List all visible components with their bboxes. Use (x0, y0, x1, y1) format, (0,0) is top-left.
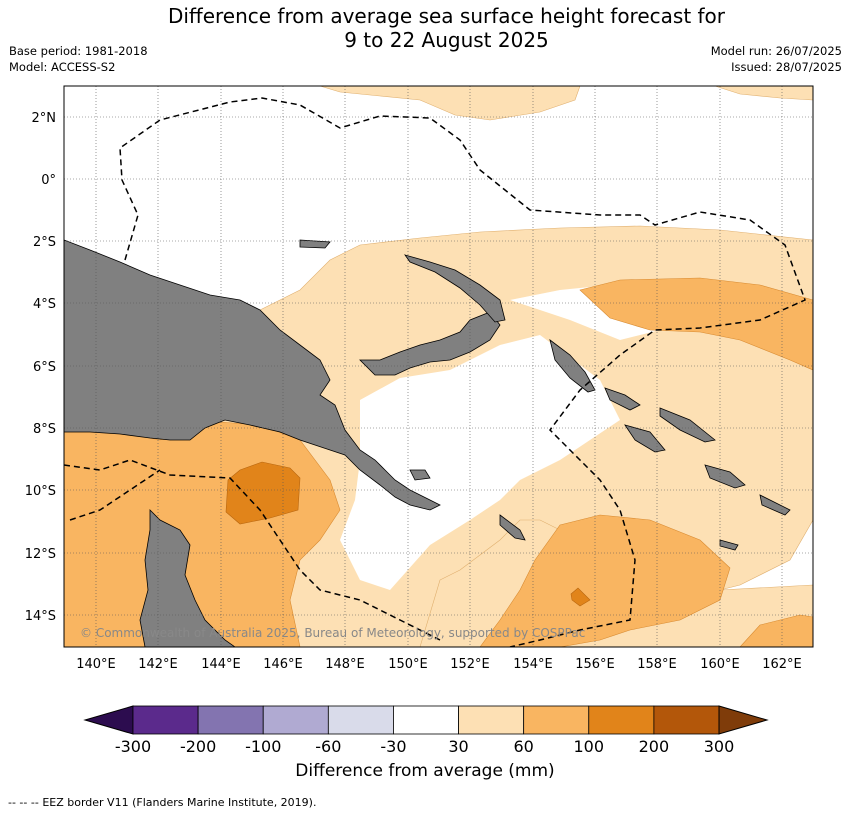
lon-label: 156°E (575, 657, 615, 672)
lat-label: 14°S (25, 609, 56, 624)
solomon-islands-5 (759, 494, 791, 516)
lon-label: 162°E (762, 657, 802, 672)
lon-label: 152°E (450, 657, 490, 672)
title-line-1: Difference from average sea surface heig… (167, 4, 726, 28)
colorbar-tick-label: 100 (574, 737, 605, 756)
colorbar-tick-label: -30 (380, 737, 406, 756)
colorbar-tick-label: 200 (639, 737, 670, 756)
louisiade (499, 514, 526, 541)
colorbar-tick-label: -200 (180, 737, 216, 756)
lon-label: 140°E (76, 657, 116, 672)
colorbar-extend-low (83, 705, 134, 735)
colorbar-tick-label: 60 (513, 737, 533, 756)
model-name: Model: ACCESS-S2 (9, 60, 116, 74)
new-guinea (64, 239, 441, 511)
graticule (64, 86, 813, 647)
title-line-2: 9 to 22 August 2025 (344, 28, 549, 52)
lon-label: 160°E (700, 657, 740, 672)
new-britain (359, 311, 501, 376)
lon-label: 154°E (513, 657, 553, 672)
lat-label: 12°S (25, 547, 56, 562)
d-entrecasteaux (409, 469, 431, 481)
colorbar-tick-label: 30 (448, 737, 468, 756)
lat-label: 2°N (32, 111, 57, 126)
cape-york (139, 509, 236, 647)
lat-labels: 2°N 0° 2°S 4°S 6°S 8°S 10°S 12°S 14°S (25, 111, 56, 624)
colorbar-segment (327, 705, 394, 735)
eez-legend-text: EEZ border V11 (Flanders Marine Institut… (42, 796, 317, 809)
base-period: Base period: 1981-2018 (9, 44, 148, 58)
solomon-islands-4 (704, 464, 746, 489)
lat-label: 4°S (33, 297, 56, 312)
eez-line-symbol: -- -- -- (8, 796, 39, 809)
map-title: Difference from average sea surface heig… (0, 4, 850, 52)
colorbar-segment (132, 705, 199, 735)
bougainville (549, 339, 596, 393)
map-frame (63, 85, 814, 648)
colorbar-tick-label: -100 (245, 737, 281, 756)
solomon-islands-2 (659, 407, 716, 443)
colorbar-tick-label: -60 (315, 737, 341, 756)
anomaly-100-200-areas (225, 461, 591, 607)
colorbar-segment (197, 705, 264, 735)
eez-legend: -- -- -- EEZ border V11 (Flanders Marine… (8, 796, 316, 809)
colorbar-segment (393, 705, 459, 735)
issued-date: Issued: 28/07/2025 (731, 60, 842, 74)
colorbar-segment (588, 705, 655, 735)
manus (299, 239, 331, 249)
colorbar-segment (523, 705, 590, 735)
lat-label: 0° (41, 173, 56, 188)
near-zero-area (340, 335, 620, 590)
lon-label: 144°E (201, 657, 241, 672)
map-plot-area: © Commonwealth of Australia 2025, Bureau… (64, 86, 813, 647)
lon-label: 150°E (388, 657, 428, 672)
colorbar-segment (653, 705, 720, 735)
colorbar-tick-label: 300 (704, 737, 735, 756)
colorbar-tick-label: -300 (115, 737, 151, 756)
solomon-islands-3 (624, 424, 666, 453)
lon-label: 158°E (637, 657, 677, 672)
lon-label: 148°E (325, 657, 365, 672)
lon-label: 146°E (263, 657, 303, 672)
copyright-text: © Commonwealth of Australia 2025, Bureau… (80, 626, 585, 640)
eez-borders (64, 97, 806, 647)
lat-label: 6°S (33, 360, 56, 375)
lat-label: 8°S (33, 422, 56, 437)
new-ireland (404, 254, 506, 323)
lat-label: 2°S (33, 235, 56, 250)
colorbar-extend-high (718, 705, 769, 735)
land-masses (64, 239, 791, 647)
lon-label: 142°E (138, 657, 178, 672)
colorbar-label: Difference from average (mm) (295, 761, 555, 781)
solomon-islands-1 (604, 387, 641, 411)
colorbar-segment (262, 705, 329, 735)
rennell (719, 539, 739, 551)
lat-label: 10°S (25, 484, 56, 499)
colorbar: -300 -200 -100 -60 -30 30 60 100 200 300 (83, 705, 769, 756)
model-run-date: Model run: 26/07/2025 (710, 44, 842, 58)
lon-labels: 140°E 142°E 144°E 146°E 148°E 150°E 152°… (76, 657, 802, 672)
colorbar-segment (458, 705, 525, 735)
